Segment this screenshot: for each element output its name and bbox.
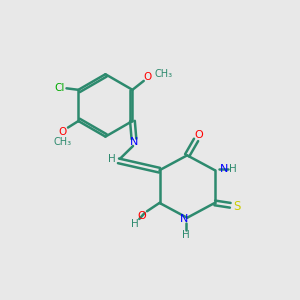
Text: CH₃: CH₃ — [154, 69, 173, 79]
Text: CH₃: CH₃ — [54, 137, 72, 147]
Text: O: O — [137, 211, 146, 221]
Text: S: S — [234, 200, 241, 213]
Text: H: H — [182, 230, 190, 240]
Text: H: H — [229, 164, 236, 174]
Text: H: H — [131, 219, 139, 229]
Text: N: N — [180, 214, 188, 224]
Text: O: O — [144, 72, 152, 82]
Text: N: N — [220, 164, 229, 174]
Text: H: H — [108, 154, 116, 164]
Text: Cl: Cl — [55, 83, 65, 93]
Text: O: O — [59, 127, 67, 137]
Text: O: O — [195, 130, 203, 140]
Text: N: N — [130, 137, 139, 147]
